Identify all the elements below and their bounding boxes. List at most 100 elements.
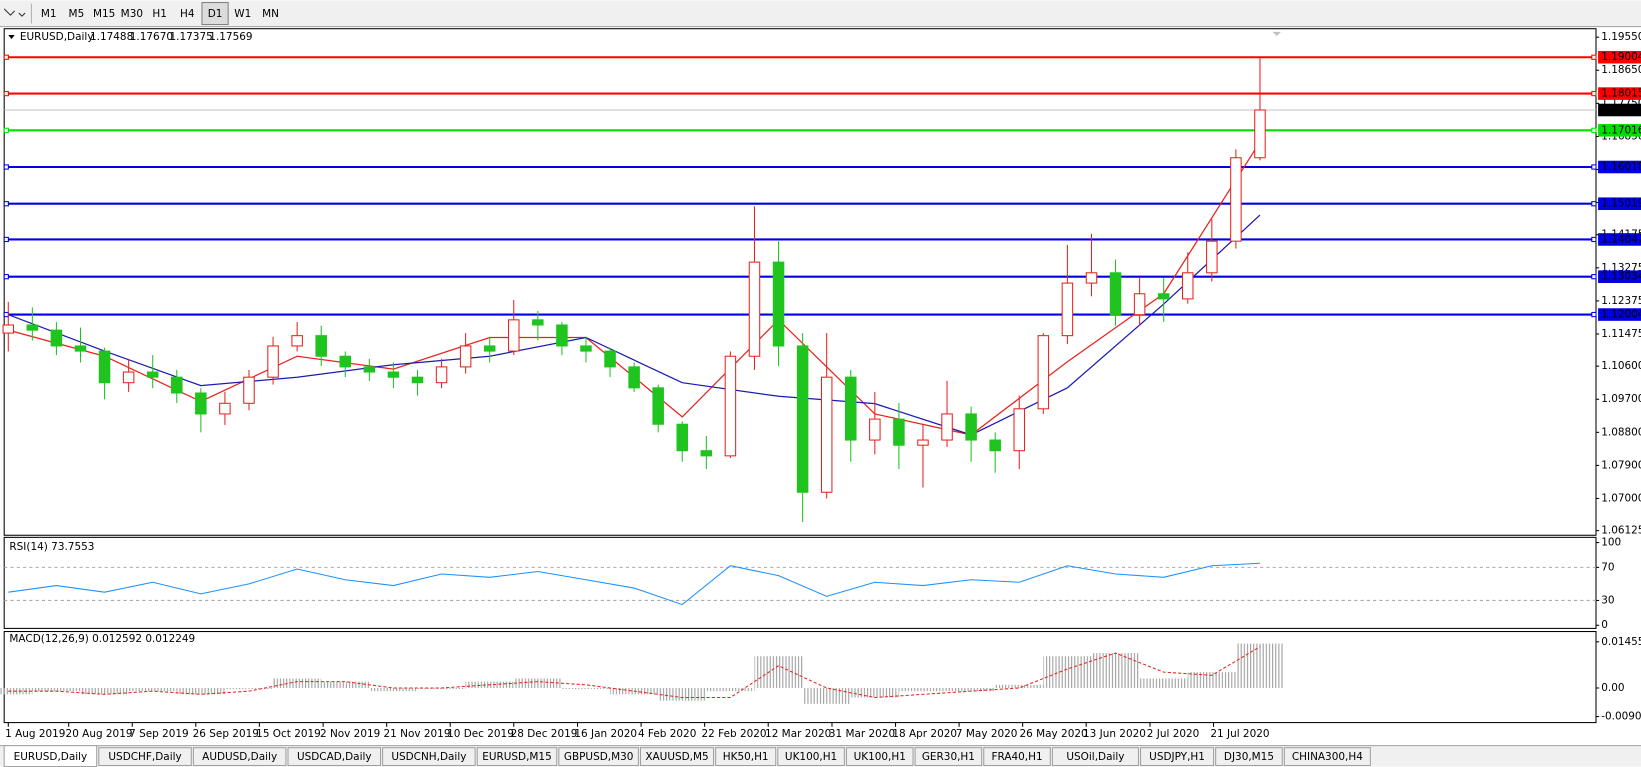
macd-bar <box>32 687 81 692</box>
x-tick-label: 7 May 2020 <box>956 728 1018 740</box>
macd-bar <box>947 687 996 692</box>
timeframe-button[interactable] <box>118 2 145 25</box>
tab-label: USOil,Daily <box>1066 751 1124 763</box>
macd-bar <box>754 656 803 688</box>
level-handle <box>3 90 9 97</box>
tool-icon[interactable] <box>3 8 26 17</box>
level-handle <box>1591 311 1597 318</box>
panel-title: EURUSD,Daily <box>20 31 94 43</box>
y-tick-label: 1.18650 <box>1601 64 1641 76</box>
candle-body <box>1061 282 1074 337</box>
candle-body <box>74 345 87 352</box>
macd-bar <box>802 687 851 704</box>
tab[interactable] <box>1051 747 1139 767</box>
level-tag <box>1598 308 1641 321</box>
tab[interactable] <box>983 747 1051 767</box>
candle-body <box>676 423 689 452</box>
candle-body <box>580 345 592 352</box>
tab[interactable] <box>1140 747 1215 767</box>
timeframe-button[interactable] <box>174 2 201 25</box>
candle-body <box>195 392 207 415</box>
x-tick-label: 18 Apr 2020 <box>892 728 957 740</box>
y-tick-label: 1.07000 <box>1601 492 1641 504</box>
current-price-tag <box>1598 103 1641 117</box>
y-tick-label: -0.009001 <box>1601 711 1641 723</box>
candle-body <box>122 371 135 384</box>
timeframe-button[interactable] <box>35 2 62 25</box>
tab[interactable] <box>845 747 914 767</box>
macd-bar <box>995 684 1044 688</box>
x-tick-label: 2 Nov 2019 <box>320 728 380 740</box>
timeframe-button[interactable] <box>229 2 256 25</box>
level-handle <box>1591 54 1597 60</box>
tab[interactable] <box>382 747 476 767</box>
y-tick-label: 1.19550 <box>1601 31 1641 43</box>
macd-bar <box>1187 672 1236 688</box>
x-tick-label: 7 Sep 2019 <box>129 728 189 740</box>
timeframe-button[interactable] <box>91 2 118 25</box>
macd-bar <box>273 678 322 688</box>
x-tick-label: 31 Mar 2020 <box>829 728 895 740</box>
tab-label: USDJPY,H1 <box>1149 751 1205 763</box>
tab[interactable] <box>192 747 287 767</box>
candle-body <box>219 402 231 415</box>
x-tick-label: 13 Jun 2020 <box>1083 728 1146 740</box>
macd-bar <box>369 687 418 692</box>
candle-body <box>700 450 713 457</box>
candle-body <box>1157 293 1170 300</box>
x-tick-label: 1 Aug 2019 <box>5 728 65 740</box>
timeframe-button[interactable] <box>257 2 284 25</box>
level-label: 1.14047 <box>1601 233 1641 245</box>
x-tick-label: 21 Jul 2020 <box>1210 728 1269 740</box>
tab[interactable] <box>777 747 845 767</box>
timeframe-label: H1 <box>152 8 167 20</box>
timeframe-button[interactable] <box>201 2 229 26</box>
x-tick-label: 22 Feb 2020 <box>702 728 767 740</box>
candle-body <box>1133 293 1146 316</box>
candle-body <box>1037 335 1050 410</box>
tab[interactable] <box>98 747 192 767</box>
candle-body <box>411 376 424 384</box>
tab-label: USDCNH,Daily <box>391 751 466 763</box>
tab[interactable] <box>476 747 558 767</box>
tab[interactable] <box>914 747 983 767</box>
timeframe-button[interactable] <box>63 2 90 25</box>
tab[interactable] <box>1215 747 1283 767</box>
tab[interactable] <box>558 747 639 767</box>
x-tick-label: 12 Mar 2020 <box>765 728 831 740</box>
y-tick-label: 1.09700 <box>1601 393 1641 405</box>
tab-label: EURUSD,Daily <box>14 751 88 763</box>
shift-marker <box>1272 31 1281 37</box>
x-tick-label: 21 Nov 2019 <box>384 728 451 740</box>
tab[interactable] <box>639 747 715 767</box>
timeframe-label: H4 <box>180 8 195 20</box>
candle-body <box>1013 408 1026 452</box>
level-handle <box>3 164 9 170</box>
timeframe-label: M30 <box>121 8 143 20</box>
candle-body <box>98 350 111 384</box>
tab[interactable] <box>287 747 382 767</box>
timeframe-label: M5 <box>69 8 85 20</box>
level-handle <box>3 311 9 318</box>
tab[interactable] <box>1283 747 1371 767</box>
tab-label: GER30,H1 <box>922 751 975 763</box>
macd-bar <box>513 678 562 688</box>
x-tick-label: 26 Sep 2019 <box>193 728 259 740</box>
candle-body <box>845 376 857 441</box>
candle-body <box>1254 109 1266 159</box>
level-label: 1.12004 <box>1601 309 1641 321</box>
candle-body <box>483 345 496 352</box>
timeframe-button[interactable] <box>146 2 173 25</box>
tab-label: UK100,H1 <box>785 751 837 763</box>
candle-body <box>748 261 761 357</box>
level-handle <box>1591 90 1597 97</box>
candle-body <box>387 371 400 378</box>
candle-body <box>917 439 929 446</box>
quote-value: 1.17569 <box>209 31 252 43</box>
macd-bar <box>850 687 899 698</box>
x-tick-label: 4 Feb 2020 <box>638 728 696 740</box>
macd-bar <box>1091 653 1140 688</box>
tab[interactable] <box>715 747 777 767</box>
level-handle <box>1591 164 1597 170</box>
quote-value: 1.17488 <box>90 31 133 43</box>
